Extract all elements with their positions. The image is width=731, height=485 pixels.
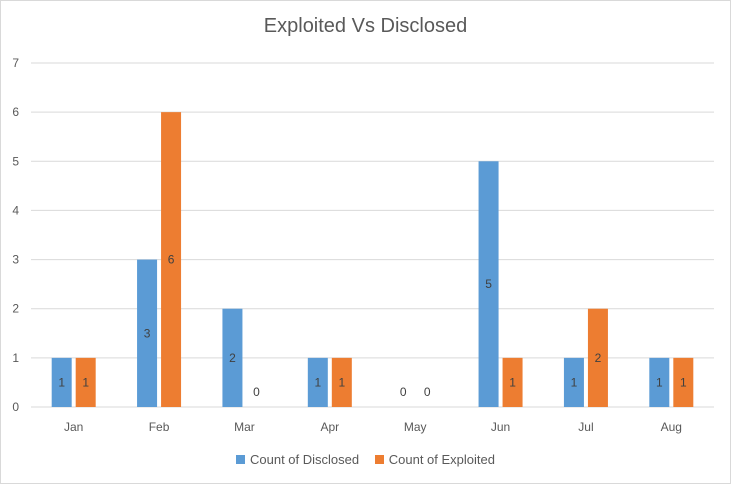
data-label: 3 [144, 326, 151, 340]
data-label: 1 [338, 375, 345, 389]
bar [587, 308, 608, 407]
x-tick-label: Jul [578, 420, 593, 434]
data-label: 1 [509, 375, 516, 389]
x-tick-label: Feb [149, 420, 170, 434]
legend: Count of Disclosed Count of Exploited [1, 452, 730, 467]
data-label: 0 [400, 385, 407, 399]
legend-label-disclosed: Count of Disclosed [250, 452, 360, 467]
x-tick-label: Apr [320, 420, 339, 434]
bar [502, 357, 523, 407]
y-tick-label: 1 [12, 351, 19, 365]
bar [75, 357, 96, 407]
y-tick-label: 3 [12, 253, 19, 267]
bar [137, 259, 158, 407]
legend-swatch-exploited [374, 455, 384, 464]
legend-label-exploited: Count of Exploited [388, 452, 495, 467]
data-label: 2 [595, 351, 602, 365]
bar [331, 357, 352, 407]
bar [649, 357, 670, 407]
data-label: 1 [656, 375, 663, 389]
x-tick-label: Aug [661, 420, 682, 434]
bar [161, 112, 182, 408]
data-label: 1 [82, 375, 89, 389]
chart-title: Exploited Vs Disclosed [263, 15, 468, 37]
bar [307, 357, 328, 407]
data-label: 5 [485, 277, 492, 291]
y-tick-label: 4 [12, 203, 19, 217]
bar [563, 357, 584, 407]
y-tick-label: 5 [12, 154, 19, 168]
x-tick-label: May [404, 420, 427, 434]
x-tick-label: Jun [491, 420, 510, 434]
data-label: 1 [314, 375, 321, 389]
y-tick-label: 6 [12, 105, 19, 119]
legend-item-exploited: Count of Exploited [374, 452, 495, 467]
bar [51, 357, 72, 407]
data-label: 1 [58, 375, 65, 389]
bar [222, 308, 243, 407]
data-label: 0 [253, 385, 260, 399]
y-tick-label: 2 [12, 302, 19, 316]
legend-item-disclosed: Count of Disclosed [236, 452, 359, 467]
x-tick-label: Mar [234, 420, 255, 434]
data-label: 6 [168, 253, 175, 267]
y-tick-label: 7 [12, 56, 19, 70]
bar [673, 357, 694, 407]
data-label: 0 [424, 385, 431, 399]
x-tick-label: Jan [64, 420, 83, 434]
y-tick-label: 0 [12, 400, 19, 414]
data-label: 1 [680, 375, 687, 389]
bar [478, 161, 499, 407]
legend-swatch-disclosed [236, 455, 245, 464]
data-label: 2 [229, 351, 236, 365]
data-label: 1 [571, 375, 578, 389]
